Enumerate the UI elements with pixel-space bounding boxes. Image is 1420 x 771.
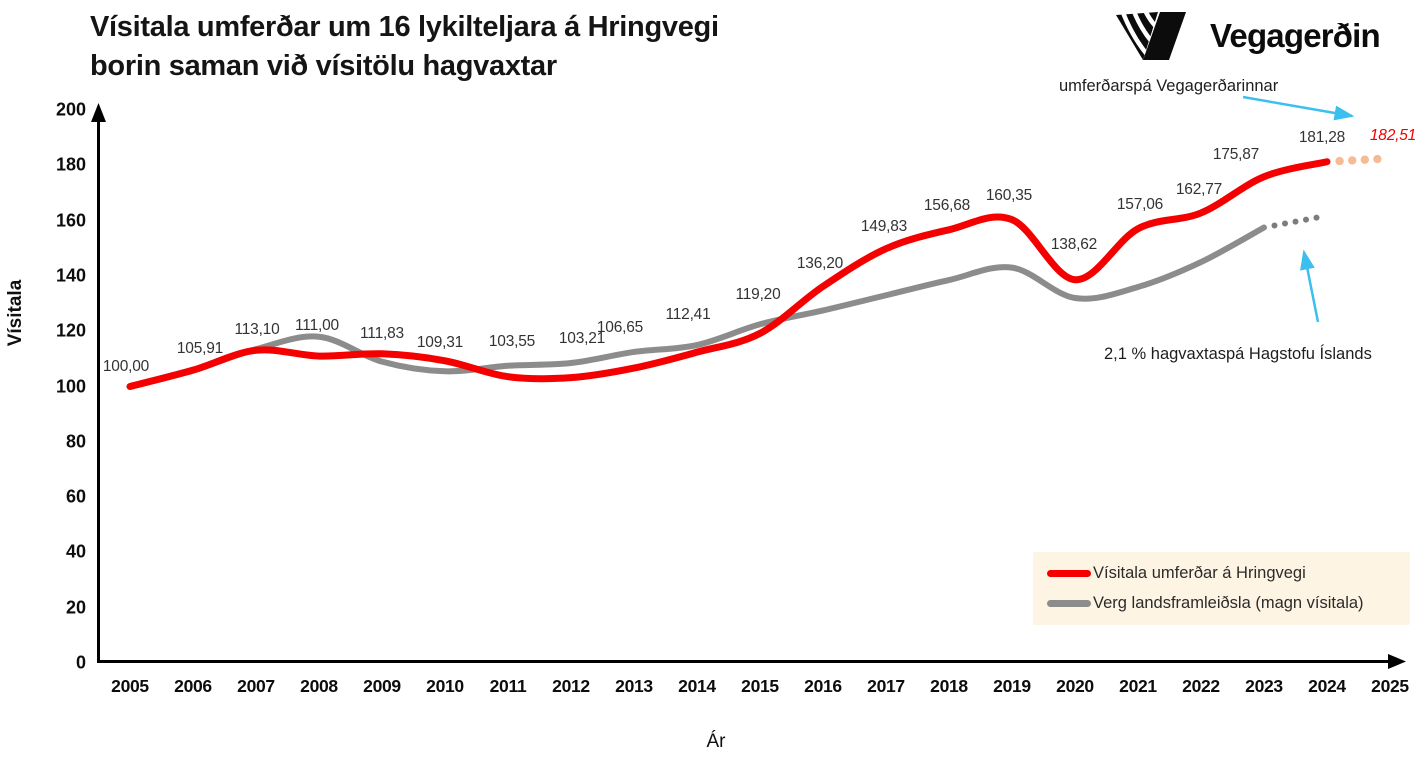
x-tick-2019: 2019 [993, 676, 1031, 696]
series-line-1 [126, 158, 1331, 390]
data-label-2007: 113,10 [234, 321, 280, 339]
y-tick-80: 80 [65, 431, 86, 452]
x-tick-2023: 2023 [1245, 676, 1283, 696]
data-label-2018: 156,68 [923, 196, 971, 214]
y-tick-20: 20 [65, 597, 86, 618]
chart-title-line2: borin saman við vísitölu hagvaxtar [90, 49, 557, 82]
x-tick-2008: 2008 [300, 676, 338, 696]
x-tick-2018: 2018 [930, 676, 968, 696]
x-tick-2017: 2017 [867, 676, 905, 696]
data-label-2021: 157,06 [1116, 195, 1164, 213]
x-tick-2024: 2024 [1308, 676, 1346, 696]
y-tick-120: 120 [55, 320, 86, 341]
data-label-2013: 106,65 [596, 319, 644, 337]
forecast-dot [1360, 155, 1370, 164]
data-label-2020: 138,62 [1050, 235, 1098, 253]
y-tick-140: 140 [55, 265, 86, 286]
forecast-dot [1348, 156, 1357, 165]
x-tick-2013: 2013 [615, 676, 653, 696]
x-tick-2005: 2005 [111, 676, 149, 696]
data-label-2016: 136,20 [796, 255, 844, 273]
data-label-2017: 149,83 [860, 217, 908, 235]
data-label-2011: 103,55 [488, 332, 536, 350]
legend-swatch-gdp [1047, 600, 1091, 607]
data-label-2010: 109,31 [416, 333, 464, 351]
forecast-dot [1282, 220, 1288, 227]
y-tick-200: 200 [55, 99, 86, 120]
legend-label-gdp: Verg landsframleiðsla (magn vísitala) [1093, 594, 1364, 612]
series-line-0 [127, 224, 1267, 390]
forecast-dot [1271, 222, 1278, 229]
legend-swatch-traffic [1047, 570, 1091, 577]
forecast-dot [1373, 154, 1382, 164]
legend-item-gdp: Verg landsframleiðsla (magn vísitala) [1047, 594, 1410, 613]
x-tick-2021: 2021 [1119, 676, 1157, 696]
traffic-forecast-arrow [1242, 95, 1355, 121]
annotation-gdp-forecast: 2,1 % hagvaxtaspá Hagstofu Íslands [1104, 345, 1372, 363]
data-label-2019: 160,35 [985, 186, 1033, 204]
data-label-2015: 119,20 [735, 286, 781, 304]
x-tick-2025: 2025 [1371, 676, 1409, 696]
data-label-2025: 182,51 [1369, 127, 1417, 145]
gdp-forecast-arrow [1300, 249, 1320, 323]
data-label-2022: 162,77 [1175, 180, 1223, 198]
vegagerdin-logo-icon [1116, 8, 1186, 60]
data-label-2014: 112,41 [665, 306, 711, 324]
legend: Vísitala umferðar á Hringvegi Verg lands… [1033, 552, 1410, 625]
y-axis-arrowhead [91, 103, 106, 122]
legend-label-traffic: Vísitala umferðar á Hringvegi [1093, 564, 1306, 582]
vegagerdin-logo-text: Vegagerðin [1210, 17, 1381, 54]
x-axis-arrowhead [1388, 654, 1406, 669]
x-tick-2015: 2015 [741, 676, 779, 696]
chart-title: Vísitala umferðar um 16 lykilteljara á H… [90, 8, 719, 85]
y-tick-40: 40 [65, 541, 86, 562]
x-axis-title: Ár [706, 731, 726, 752]
data-label-2005: 100,00 [102, 357, 150, 375]
x-tick-2022: 2022 [1182, 676, 1220, 696]
y-tick-160: 160 [55, 210, 86, 231]
y-tick-180: 180 [55, 154, 86, 175]
y-tick-100: 100 [55, 376, 86, 396]
chart-title-line1: Vísitala umferðar um 16 lykilteljara á H… [90, 11, 719, 43]
forecast-dot [1313, 214, 1320, 221]
forecast-dot [1292, 218, 1299, 225]
data-label-2006: 105,91 [176, 340, 224, 358]
forecast-dot [1335, 156, 1344, 166]
x-tick-2016: 2016 [804, 676, 842, 696]
x-tick-2007: 2007 [237, 676, 275, 696]
x-tick-2014: 2014 [678, 676, 716, 696]
annotation-traffic-forecast: umferðarspá Vegagerðarinnar [1059, 77, 1279, 95]
y-tick-0: 0 [75, 652, 86, 673]
data-label-2008: 111,00 [295, 317, 339, 335]
data-label-2024: 181,28 [1298, 128, 1346, 146]
data-label-2009: 111,83 [360, 324, 404, 342]
y-tick-60: 60 [65, 486, 86, 507]
x-tick-2012: 2012 [552, 676, 590, 696]
x-tick-2009: 2009 [363, 676, 401, 696]
vegagerdin-logo: Vegagerðin [1112, 8, 1381, 64]
legend-item-traffic: Vísitala umferðar á Hringvegi [1047, 564, 1410, 583]
x-tick-2006: 2006 [174, 676, 212, 696]
data-label-2023: 175,87 [1212, 145, 1260, 163]
x-tick-2020: 2020 [1056, 676, 1094, 696]
forecast-dot [1303, 216, 1309, 223]
data-label-2012: 103,21 [558, 329, 606, 347]
x-tick-2010: 2010 [426, 676, 464, 696]
x-tick-2011: 2011 [489, 676, 527, 696]
